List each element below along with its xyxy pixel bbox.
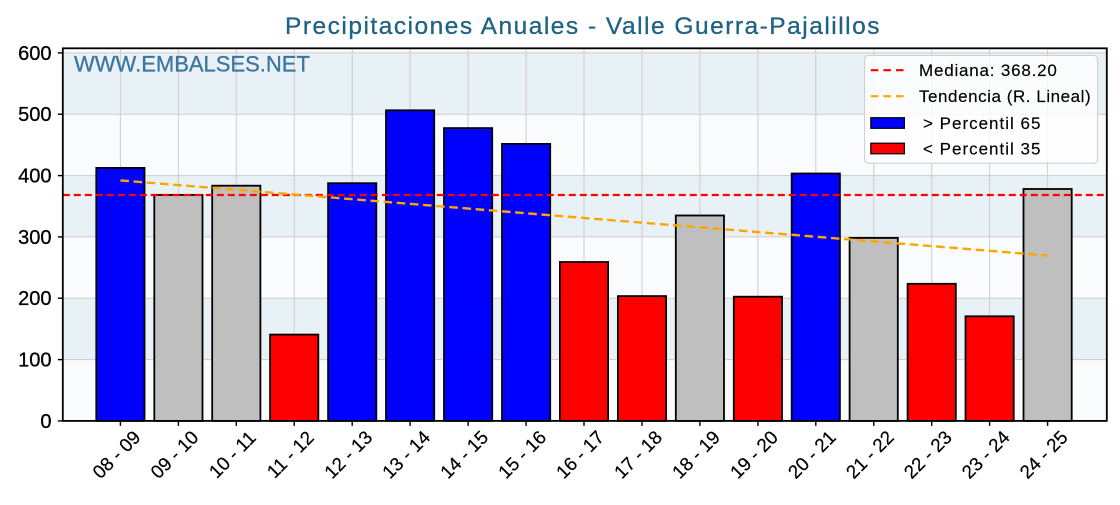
svg-text:500: 500 (18, 104, 51, 126)
svg-text:300: 300 (18, 227, 51, 249)
svg-text:600: 600 (18, 43, 51, 65)
svg-text:400: 400 (18, 166, 51, 188)
svg-text:> Percentil 65: > Percentil 65 (923, 114, 1041, 133)
svg-text:< Percentil 35: < Percentil 35 (923, 140, 1041, 159)
svg-text:Tendencia (R. Lineal): Tendencia (R. Lineal) (919, 87, 1091, 106)
svg-text:200: 200 (18, 288, 51, 310)
svg-text:Mediana: 368.20: Mediana: 368.20 (919, 61, 1058, 80)
svg-text:WWW.EMBALSES.NET: WWW.EMBALSES.NET (74, 51, 310, 76)
svg-text:0: 0 (40, 411, 51, 433)
svg-text:100: 100 (18, 350, 51, 372)
svg-text:Precipitaciones Anuales - Vall: Precipitaciones Anuales - Valle Guerra-P… (285, 13, 881, 40)
